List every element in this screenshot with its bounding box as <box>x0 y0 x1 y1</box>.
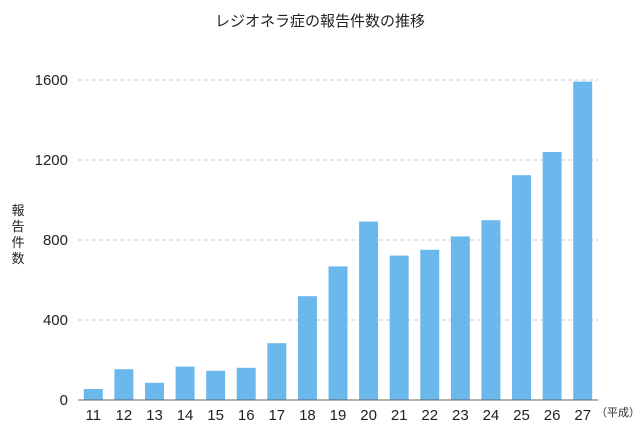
x-axis-ticks: 11 12 13 14 15 16 17 18 19 20 21 22 23 24 25 26 27 <box>86 407 592 424</box>
bar-17 <box>267 343 287 400</box>
bar-11 <box>83 389 103 400</box>
bar-12 <box>114 369 134 400</box>
x-tick-label: 17 <box>268 407 285 424</box>
x-tick-label: 27 <box>574 407 591 424</box>
y-axis-label-char: 報 <box>11 204 24 219</box>
y-tick-label: 1600 <box>35 72 68 89</box>
bar-14 <box>175 366 195 400</box>
x-tick-label: 19 <box>330 407 347 424</box>
bars <box>83 81 593 400</box>
bar-23 <box>450 236 470 400</box>
y-tick-label: 0 <box>60 392 68 409</box>
x-tick-label: 20 <box>360 407 377 424</box>
bar-16 <box>236 367 256 400</box>
x-tick-label: 13 <box>146 407 163 424</box>
x-tick-label: 12 <box>116 407 133 424</box>
bar-19 <box>328 266 348 400</box>
bar-20 <box>359 221 379 400</box>
bar-25 <box>512 175 532 400</box>
bar-18 <box>297 296 317 400</box>
x-tick-label: 24 <box>483 407 500 424</box>
y-axis-label-char: 告 <box>11 220 24 235</box>
x-tick-label: 15 <box>207 407 224 424</box>
x-tick-label: 21 <box>391 407 408 424</box>
x-tick-label: 23 <box>452 407 469 424</box>
x-axis-unit: （平成） <box>596 406 640 419</box>
bar-26 <box>542 152 562 400</box>
x-tick-label: 26 <box>544 407 561 424</box>
x-tick-label: 22 <box>421 407 438 424</box>
x-tick-label: 14 <box>177 407 194 424</box>
chart-title: レジオネラ症の報告件数の推移 <box>215 12 425 30</box>
x-tick-label: 11 <box>86 407 102 424</box>
x-tick-label: 18 <box>299 407 316 424</box>
bar-24 <box>481 220 501 400</box>
y-axis-label: 報告件数 <box>11 204 24 267</box>
bar-21 <box>389 255 409 400</box>
bar-15 <box>206 370 226 400</box>
x-tick-label: 16 <box>238 407 255 424</box>
y-axis-label-char: 件 <box>11 236 24 251</box>
y-tick-label: 400 <box>43 312 68 329</box>
bar-13 <box>144 382 164 400</box>
y-axis-ticks: 0 400 800 1200 1600 <box>35 72 68 409</box>
y-tick-label: 1200 <box>35 152 68 169</box>
bar-22 <box>420 249 440 400</box>
bar-27 <box>573 81 593 400</box>
y-axis-label-char: 数 <box>11 252 24 267</box>
y-tick-label: 800 <box>43 232 68 249</box>
x-tick-label: 25 <box>513 407 530 424</box>
